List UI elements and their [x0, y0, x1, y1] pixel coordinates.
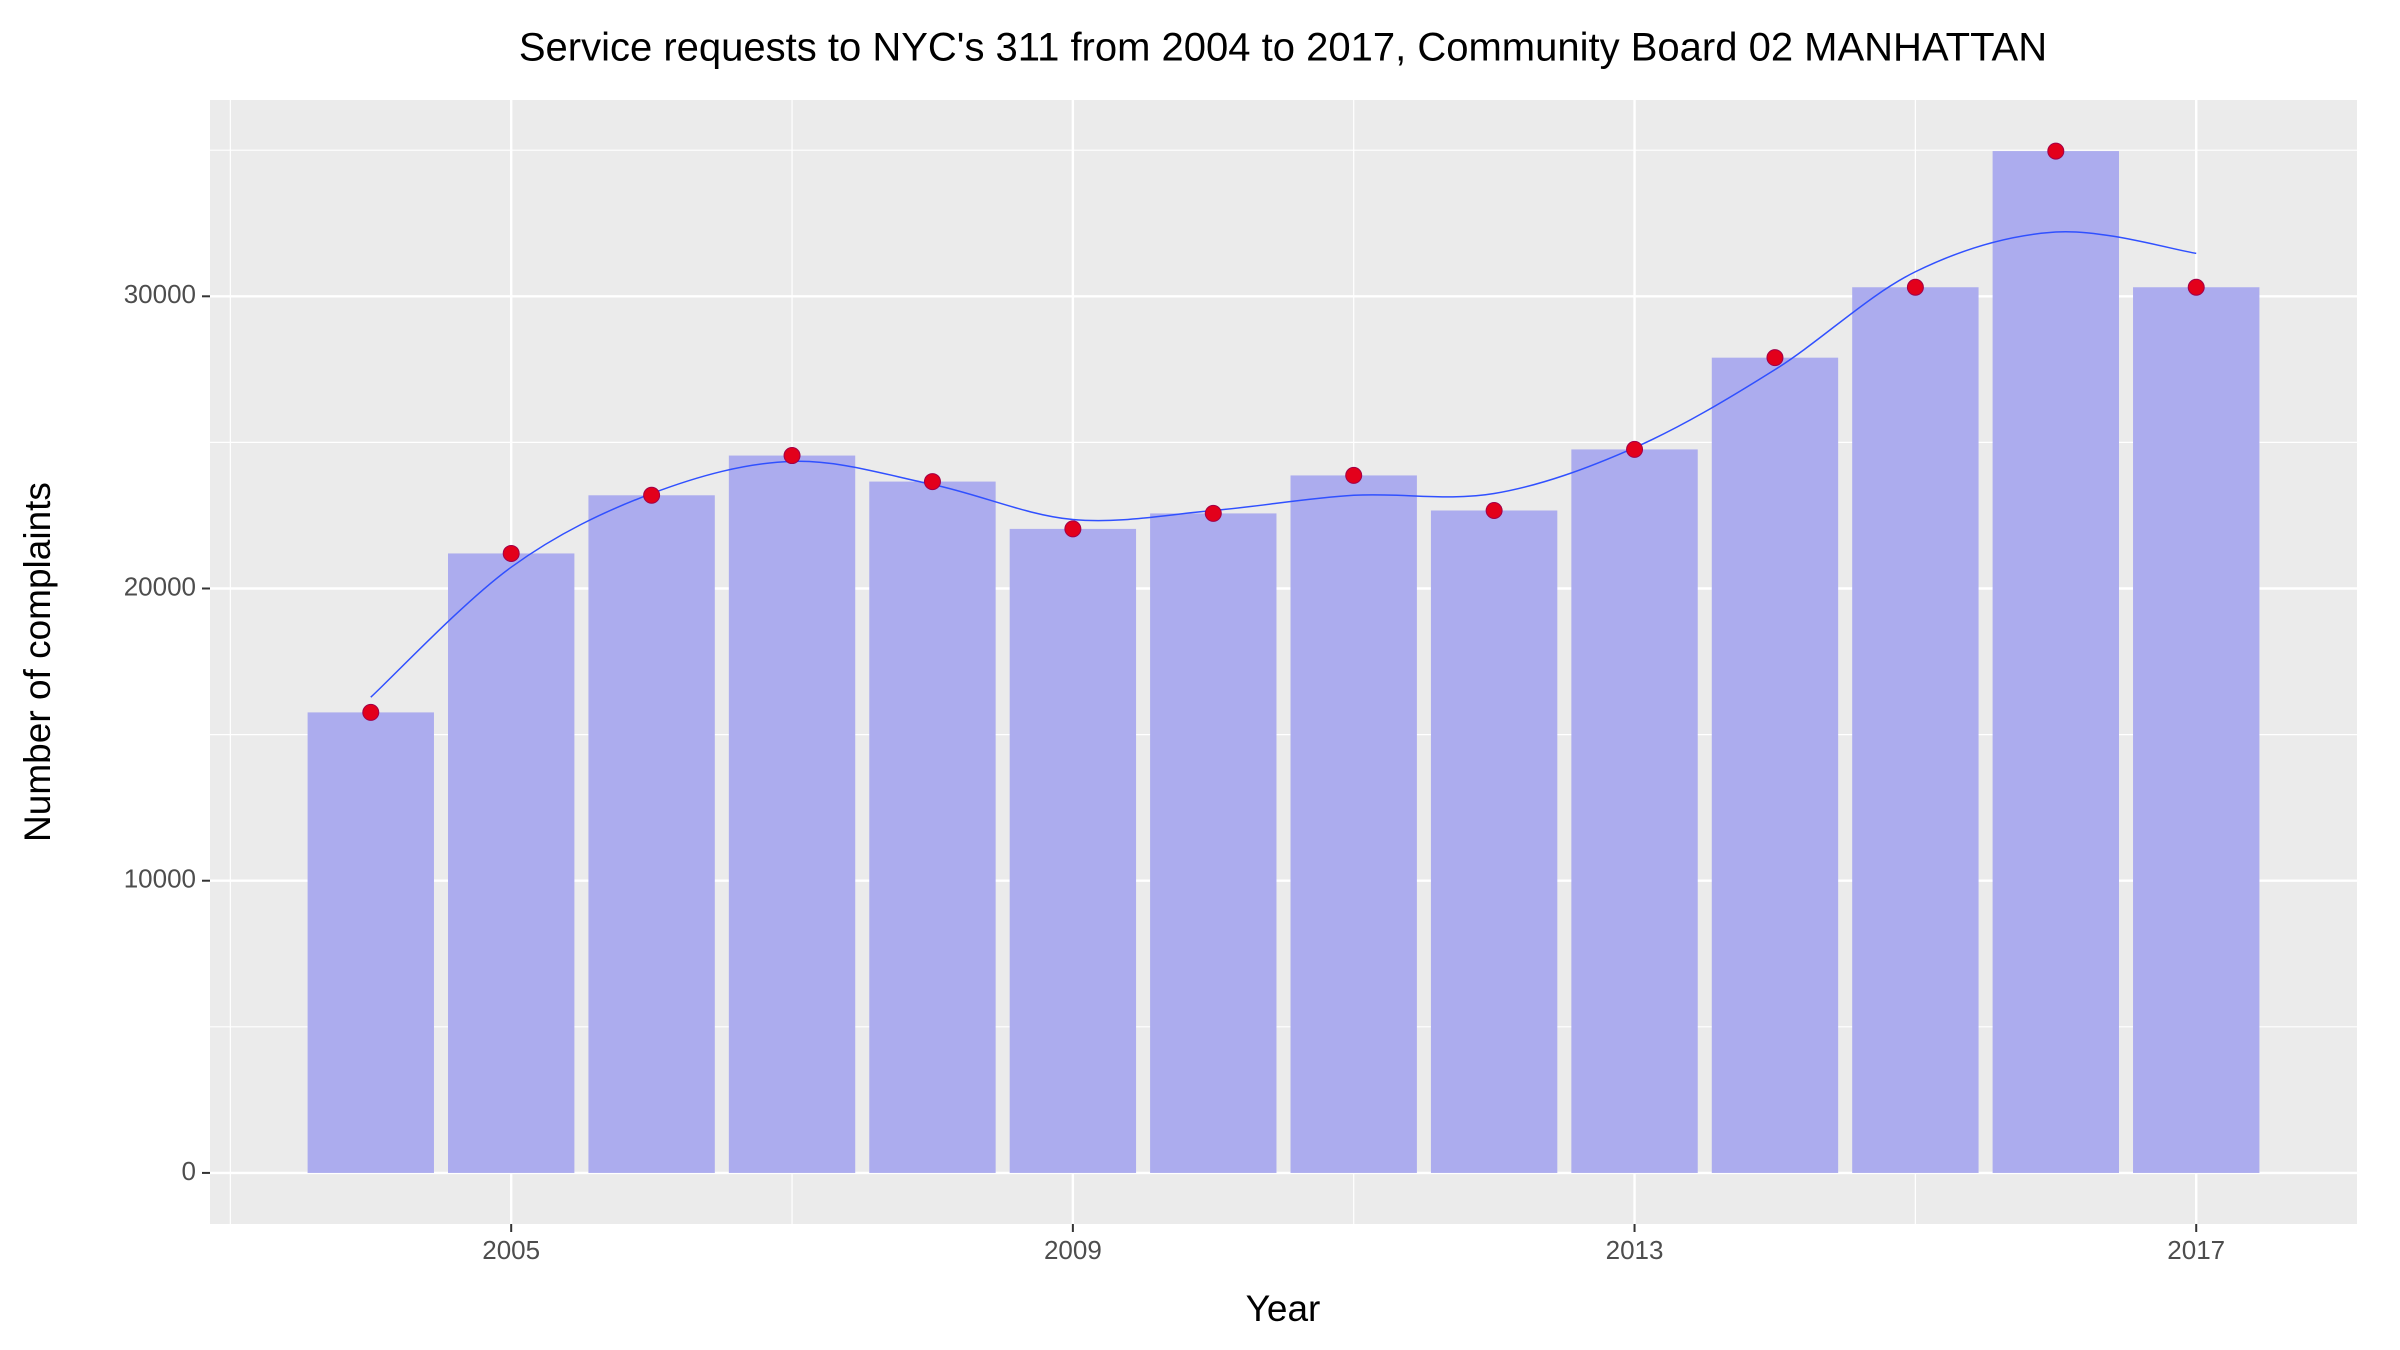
- bar: [1009, 528, 1137, 1173]
- point: [1064, 520, 1082, 538]
- bar: [588, 495, 715, 1173]
- bar: [307, 712, 434, 1173]
- bar: [1430, 510, 1558, 1173]
- point: [1626, 440, 1644, 458]
- point: [1345, 466, 1363, 484]
- bar: [869, 481, 996, 1173]
- bar: [728, 455, 856, 1173]
- point: [1766, 349, 1784, 367]
- x-tick-label: 2009: [1044, 1235, 1102, 1265]
- bar: [1290, 475, 1417, 1173]
- y-tick-label: 10000: [124, 864, 196, 894]
- point: [643, 486, 661, 504]
- point: [502, 544, 520, 562]
- bar: [1711, 357, 1839, 1173]
- point: [2047, 142, 2065, 160]
- x-tick-label: 2017: [2167, 1235, 2225, 1265]
- y-tick-label: 0: [182, 1156, 196, 1186]
- bar: [1992, 151, 2119, 1173]
- point: [1204, 504, 1222, 522]
- point: [2187, 278, 2205, 296]
- y-tick-label: 30000: [124, 279, 196, 309]
- point: [783, 447, 801, 465]
- bar: [2133, 287, 2260, 1173]
- point: [923, 473, 941, 491]
- bar: [448, 553, 575, 1173]
- point: [362, 703, 380, 721]
- x-tick-label: 2013: [1606, 1235, 1664, 1265]
- point: [1485, 501, 1503, 519]
- x-axis-title: Year: [1246, 1288, 1321, 1329]
- y-axis-title: Number of complaints: [17, 482, 58, 842]
- point: [1906, 278, 1924, 296]
- bar: [1571, 449, 1698, 1173]
- bar: [1852, 287, 1979, 1173]
- chart-title: Service requests to NYC's 311 from 2004 …: [519, 26, 2047, 70]
- y-tick-label: 20000: [124, 571, 196, 601]
- x-tick-label: 2005: [482, 1235, 540, 1265]
- bar: [1150, 513, 1277, 1173]
